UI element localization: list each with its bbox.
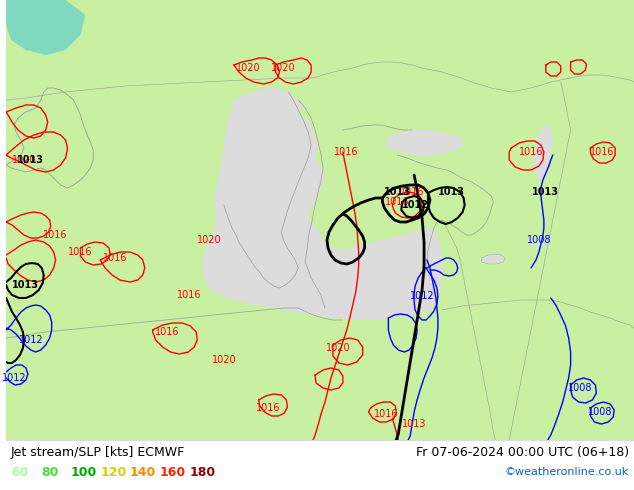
Polygon shape <box>202 88 442 320</box>
Text: 1013: 1013 <box>13 280 39 290</box>
Text: 1016: 1016 <box>177 290 202 300</box>
Text: Jet stream/SLP [kts] ECMWF: Jet stream/SLP [kts] ECMWF <box>11 445 185 459</box>
Text: 1016: 1016 <box>103 253 127 263</box>
Text: 1016: 1016 <box>374 409 399 419</box>
Text: 1016: 1016 <box>519 147 543 157</box>
Text: 1008: 1008 <box>588 407 612 417</box>
Text: 1020: 1020 <box>212 355 236 365</box>
Text: 1020: 1020 <box>271 63 295 73</box>
Text: 1020: 1020 <box>197 235 221 245</box>
Text: 1020: 1020 <box>11 155 36 165</box>
Text: 1012: 1012 <box>401 200 429 210</box>
Text: 1016: 1016 <box>590 147 614 157</box>
Text: 120: 120 <box>100 466 126 479</box>
Text: 1013: 1013 <box>533 187 559 197</box>
Text: 1008: 1008 <box>568 383 593 393</box>
Text: 1013: 1013 <box>17 155 44 165</box>
Text: 80: 80 <box>41 466 58 479</box>
Text: 1012: 1012 <box>18 335 43 345</box>
Text: 1016: 1016 <box>333 147 358 157</box>
Text: 180: 180 <box>190 466 216 479</box>
Text: ©weatheronline.co.uk: ©weatheronline.co.uk <box>505 467 629 477</box>
Text: 1012: 1012 <box>410 291 434 301</box>
Text: 140: 140 <box>130 466 156 479</box>
Polygon shape <box>385 130 463 155</box>
Text: 100: 100 <box>70 466 97 479</box>
Text: 1016: 1016 <box>68 247 93 257</box>
Text: 1016: 1016 <box>256 403 281 413</box>
Polygon shape <box>6 0 86 55</box>
Text: 1012: 1012 <box>2 373 27 383</box>
Text: 1016: 1016 <box>400 187 424 197</box>
Text: 160: 160 <box>160 466 186 479</box>
Text: Fr 07-06-2024 00:00 UTC (06+18): Fr 07-06-2024 00:00 UTC (06+18) <box>416 445 629 459</box>
Text: 1008: 1008 <box>527 235 551 245</box>
Polygon shape <box>481 254 505 264</box>
Text: 1020: 1020 <box>326 343 350 353</box>
Text: 60: 60 <box>11 466 29 479</box>
Text: 1016: 1016 <box>155 327 180 337</box>
Text: 1020: 1020 <box>236 63 261 73</box>
Text: 1013: 1013 <box>384 187 411 197</box>
Text: 1016: 1016 <box>43 230 68 240</box>
Bar <box>6 440 634 490</box>
Text: 1016: 1016 <box>385 197 410 207</box>
Bar <box>6 0 634 440</box>
Text: 1013: 1013 <box>438 187 465 197</box>
Polygon shape <box>534 125 553 180</box>
Text: 1013: 1013 <box>402 419 427 429</box>
